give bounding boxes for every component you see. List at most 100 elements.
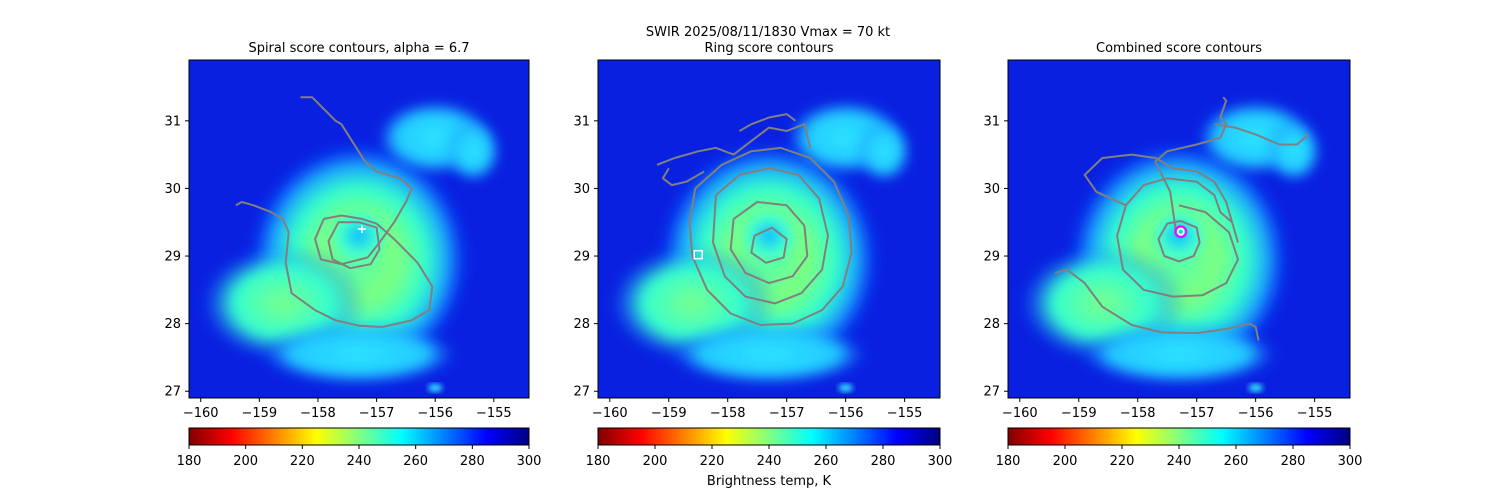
y-tick-label: 31 xyxy=(573,114,590,129)
x-tick-label: −158 xyxy=(710,406,746,421)
colorbar-tick-label: 260 xyxy=(1224,454,1249,469)
x-tick-label: −156 xyxy=(1238,406,1274,421)
axes-frame xyxy=(1007,59,1351,399)
colorbar-tick-label: 240 xyxy=(757,454,782,469)
panel-ring: Ring score contours −160 −159 −158 −157 −156… xyxy=(573,41,952,489)
contour-lines xyxy=(235,96,434,328)
colorbar-tick-label: 180 xyxy=(996,454,1021,469)
y-tick-label: 30 xyxy=(983,182,1000,197)
contour-line xyxy=(739,113,797,132)
center-marker xyxy=(1174,225,1188,239)
y-tick-label: 29 xyxy=(983,250,1000,265)
colorbar-tick-label: 220 xyxy=(1110,454,1135,469)
colorbar-tick-label: 180 xyxy=(586,454,611,469)
x-tick-label: −155 xyxy=(887,406,923,421)
colorbar-tick-label: 300 xyxy=(1338,454,1363,469)
contour-line xyxy=(656,123,812,166)
colorbar-tick-label: 260 xyxy=(814,454,839,469)
colorbar-tick-label: 240 xyxy=(1167,454,1192,469)
panel-title-spiral: Spiral score contours, alpha = 6.7 xyxy=(248,41,469,56)
colorbar-ticks: 180 200 220 240 260 280 300 xyxy=(586,445,953,469)
y-tick-label: 30 xyxy=(164,182,181,197)
storm-clouds xyxy=(1019,100,1321,392)
colorbar xyxy=(1007,427,1351,446)
colorbar-tick-label: 300 xyxy=(928,454,953,469)
x-tick-label: −159 xyxy=(1061,406,1097,421)
x-axis: −160 −159 −158 −157 −156 −155 xyxy=(592,398,923,421)
colorbar-tick-label: 280 xyxy=(1281,454,1306,469)
center-marker xyxy=(693,249,703,260)
colorbar xyxy=(188,427,530,446)
contour-line xyxy=(235,201,434,328)
y-tick-label: 31 xyxy=(983,114,1000,129)
center-marker xyxy=(357,225,366,233)
colorbar-tick-label: 220 xyxy=(290,454,315,469)
colorbar-tick-label: 260 xyxy=(403,454,428,469)
colorbar-tick-label: 220 xyxy=(700,454,725,469)
storm-eye xyxy=(736,205,802,267)
y-tick-label: 29 xyxy=(573,250,590,265)
rainband-east-hook xyxy=(857,120,911,182)
y-tick-label: 29 xyxy=(164,250,181,265)
colorbar-label: Brightness temp, K xyxy=(707,474,832,489)
x-tick-label: −158 xyxy=(1120,406,1156,421)
x-axis: −160 −159 −158 −157 −156 −155 xyxy=(1002,398,1333,421)
contour-line xyxy=(1054,268,1260,341)
x-tick-label: −157 xyxy=(1179,406,1215,421)
x-tick-label: −159 xyxy=(651,406,687,421)
rainband-south xyxy=(259,323,459,385)
contour-line xyxy=(1116,177,1239,298)
small-cloud xyxy=(1248,383,1263,392)
contour-lines xyxy=(656,113,853,326)
rainband-east-hook xyxy=(1267,120,1321,182)
center-circle-inner xyxy=(1177,227,1185,236)
y-tick-label: 31 xyxy=(164,114,181,129)
figure-suptitle: SWIR 2025/08/11/1830 Vmax = 70 kt xyxy=(646,25,890,40)
colorbar-ticks: 180 200 220 240 260 280 300 xyxy=(996,445,1363,469)
colorbar-tick-label: 280 xyxy=(460,454,485,469)
x-tick-label: −157 xyxy=(769,406,805,421)
colorbar-tick-label: 240 xyxy=(347,454,372,469)
contour-line xyxy=(688,146,853,326)
x-tick-label: −157 xyxy=(359,406,395,421)
axes-frame xyxy=(188,59,530,399)
rainband-south xyxy=(668,323,870,385)
x-tick-label: −160 xyxy=(1002,406,1038,421)
colorbar-ticks: 180 200 220 240 260 280 300 xyxy=(177,445,542,469)
contour-line xyxy=(729,201,809,285)
contour-line xyxy=(1154,96,1228,233)
y-tick-label: 30 xyxy=(573,182,590,197)
x-tick-label: −160 xyxy=(592,406,628,421)
y-axis: 27 28 29 30 31 xyxy=(164,114,189,400)
colorbar-tick-label: 280 xyxy=(871,454,896,469)
contour-line xyxy=(1083,153,1239,243)
panel-title-combined: Combined score contours xyxy=(1096,41,1262,56)
x-axis: −160 −159 −158 −157 −156 −155 xyxy=(183,398,512,421)
x-tick-label: −156 xyxy=(417,406,453,421)
x-tick-label: −155 xyxy=(476,406,512,421)
x-tick-label: −160 xyxy=(183,406,219,421)
x-tick-label: −159 xyxy=(241,406,277,421)
colorbar-tick-label: 180 xyxy=(177,454,202,469)
colorbar-tick-label: 300 xyxy=(517,454,542,469)
rainband-south xyxy=(1078,323,1280,385)
storm-clouds xyxy=(609,100,911,392)
x-tick-label: −158 xyxy=(300,406,336,421)
contour-line xyxy=(327,221,381,270)
colorbar xyxy=(597,427,941,446)
y-axis: 27 28 29 30 31 xyxy=(573,114,598,400)
rainband-east-hook xyxy=(446,120,500,182)
colorbar-tick-label: 200 xyxy=(1053,454,1078,469)
contour-lines xyxy=(1054,96,1310,341)
small-cloud xyxy=(838,383,853,392)
x-tick-label: −155 xyxy=(1297,406,1333,421)
y-tick-label: 27 xyxy=(573,385,590,400)
y-tick-label: 27 xyxy=(164,385,181,400)
axes-frame xyxy=(597,59,941,399)
small-cloud xyxy=(428,383,443,392)
contour-line xyxy=(712,167,829,305)
panel-title-ring: Ring score contours xyxy=(704,41,833,56)
x-tick-label: −156 xyxy=(828,406,864,421)
contour-line xyxy=(661,167,705,187)
center-plus-marker xyxy=(357,225,366,233)
